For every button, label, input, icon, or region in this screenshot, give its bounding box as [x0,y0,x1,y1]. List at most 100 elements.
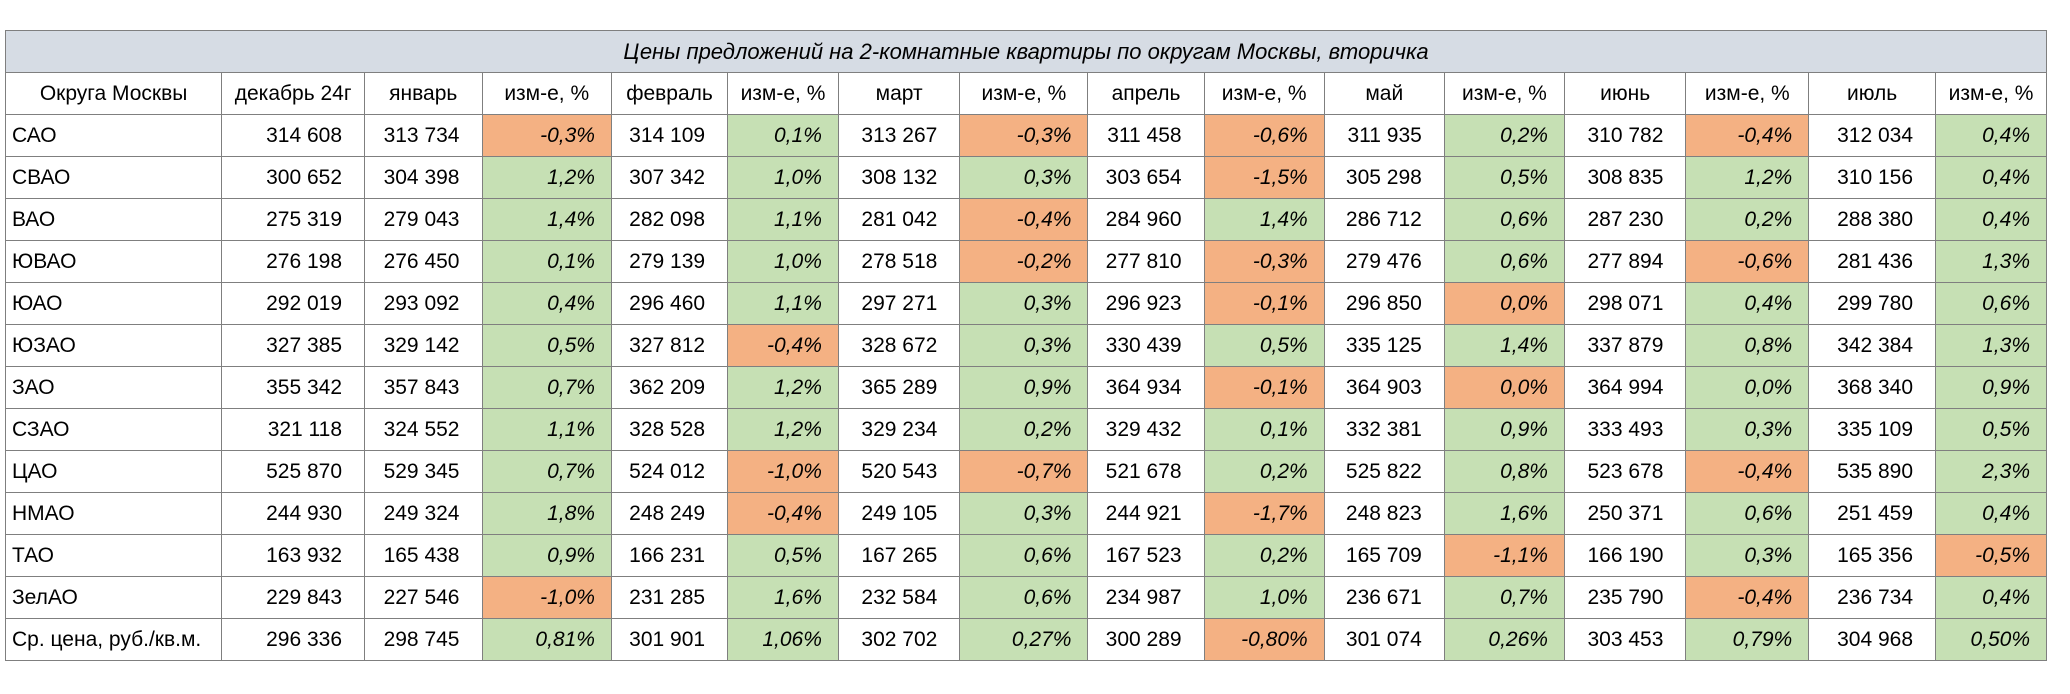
price-cell: 277 894 [1563,240,1687,283]
change-cell-positive: 0,4% [1935,576,2047,619]
change-cell-positive: 0,7% [481,450,612,493]
price-cell: 329 234 [837,408,961,451]
price-cell: 296 850 [1323,282,1445,325]
column-header-change: март [837,72,961,115]
change-cell-positive: 0,4% [481,282,612,325]
price-cell-dec: 296 336 [221,618,366,661]
column-header-month: декабрь 24г [221,72,366,115]
price-cell: 244 921 [1087,492,1205,535]
change-cell-positive: 1,0% [727,240,839,283]
price-cell-dec: 275 319 [221,198,366,241]
price-cell: 312 034 [1808,114,1937,157]
district-name-cell: САО [4,114,223,157]
price-cell: 308 132 [837,156,961,199]
price-cell: 166 231 [610,534,729,577]
price-cell: 324 552 [364,408,483,451]
price-cell-dec: 525 870 [221,450,366,493]
change-cell-negative: -0,4% [727,324,839,367]
price-cell: 335 109 [1808,408,1937,451]
price-cell: 279 476 [1323,240,1445,283]
price-cell: 296 460 [610,282,729,325]
price-cell-dec: 276 198 [221,240,366,283]
change-cell-negative: -0,3% [481,114,612,157]
change-cell-positive: 1,6% [1443,492,1565,535]
price-cell-dec: 244 930 [221,492,366,535]
price-cell: 524 012 [610,450,729,493]
column-header-month: изм-е, % [1935,72,2047,115]
change-cell-positive: 1,3% [1935,324,2047,367]
change-cell-positive: 0,4% [1935,156,2047,199]
change-cell-positive: 0,6% [1443,198,1565,241]
change-cell-positive: 1,4% [1203,198,1325,241]
price-cell: 329 142 [364,324,483,367]
change-cell-positive: 1,3% [1935,240,2047,283]
price-cell: 311 935 [1323,114,1445,157]
change-cell-positive: 2,3% [1935,450,2047,493]
price-cell: 364 903 [1323,366,1445,409]
price-cell: 249 324 [364,492,483,535]
table-row: ЮЗАО 327 385 329 142 0,5% 327 812 -0,4% 328 67… [4,324,2047,367]
district-name-cell: ТАО [4,534,223,577]
table-row: ЗелАО 229 843 227 546 -1,0% 231 285 1,6% 232 5… [4,576,2047,619]
price-cell: 365 289 [837,366,961,409]
column-header-month: изм-е, % [727,72,839,115]
change-cell-negative: -0,1% [1203,366,1325,409]
change-cell-positive: 0,9% [481,534,612,577]
change-cell-positive: 1,2% [481,156,612,199]
price-cell: 529 345 [364,450,483,493]
price-cell: 525 822 [1323,450,1445,493]
change-cell-negative: -0,4% [1685,450,1810,493]
price-cell: 310 782 [1563,114,1687,157]
price-cell: 236 734 [1808,576,1937,619]
table-body: САО 314 608 313 734 -0,3% 314 109 0,1% 313 267… [4,114,2047,661]
price-cell: 276 450 [364,240,483,283]
change-cell-positive: 0,5% [1935,408,2047,451]
change-cell-positive: 0,3% [959,324,1089,367]
price-cell: 250 371 [1563,492,1687,535]
district-name-cell: СВАО [4,156,223,199]
price-cell: 282 098 [610,198,729,241]
price-cell-dec: 292 019 [221,282,366,325]
price-cell: 535 890 [1808,450,1937,493]
price-cell: 277 810 [1087,240,1205,283]
change-cell-positive: 0,81% [481,618,612,661]
price-cell: 342 384 [1808,324,1937,367]
price-cell: 330 439 [1087,324,1205,367]
change-cell-positive: 0,79% [1685,618,1810,661]
change-cell-positive: 0,3% [959,282,1089,325]
price-cell: 357 843 [364,366,483,409]
change-cell-positive: 0,5% [481,324,612,367]
price-cell: 300 289 [1087,618,1205,661]
price-cell: 328 528 [610,408,729,451]
price-cell: 304 968 [1808,618,1937,661]
change-cell-positive: 0,1% [1203,408,1325,451]
price-cell: 304 398 [364,156,483,199]
price-cell: 286 712 [1323,198,1445,241]
column-header-month: изм-е, % [959,72,1089,115]
price-cell: 165 438 [364,534,483,577]
price-cell: 251 459 [1808,492,1937,535]
change-cell-positive: 1,0% [727,156,839,199]
change-cell-positive: 0,4% [1685,282,1810,325]
change-cell-negative: -0,3% [959,114,1089,157]
price-cell: 293 092 [364,282,483,325]
price-cell: 303 453 [1563,618,1687,661]
table-row: ЮВАО 276 198 276 450 0,1% 279 139 1,0% 278 518… [4,240,2047,283]
change-cell-negative: -0,80% [1203,618,1325,661]
price-cell: 248 823 [1323,492,1445,535]
change-cell-positive: 1,1% [481,408,612,451]
table-row: ЮАО 292 019 293 092 0,4% 296 460 1,1% 297 271 0… [4,282,2047,325]
change-cell-positive: 0,6% [1443,240,1565,283]
change-cell-positive: 0,50% [1935,618,2047,661]
price-cell: 279 139 [610,240,729,283]
column-header-month: изм-е, % [1685,72,1810,115]
column-header-change: январь [364,72,483,115]
header-row: Округа Москвы декабрь 24г январь изм-е, % фе… [4,72,2047,115]
table-title: Цены предложений на 2-комнатные квартиры… [5,30,2047,73]
price-cell: 364 994 [1563,366,1687,409]
average-row: Ср. цена, руб./кв.м. 296 336 298 745 0,81% 3… [4,618,2047,661]
price-cell: 302 702 [837,618,961,661]
change-cell-positive: 0,2% [1203,450,1325,493]
change-cell-positive: 0,9% [959,366,1089,409]
price-cell: 231 285 [610,576,729,619]
